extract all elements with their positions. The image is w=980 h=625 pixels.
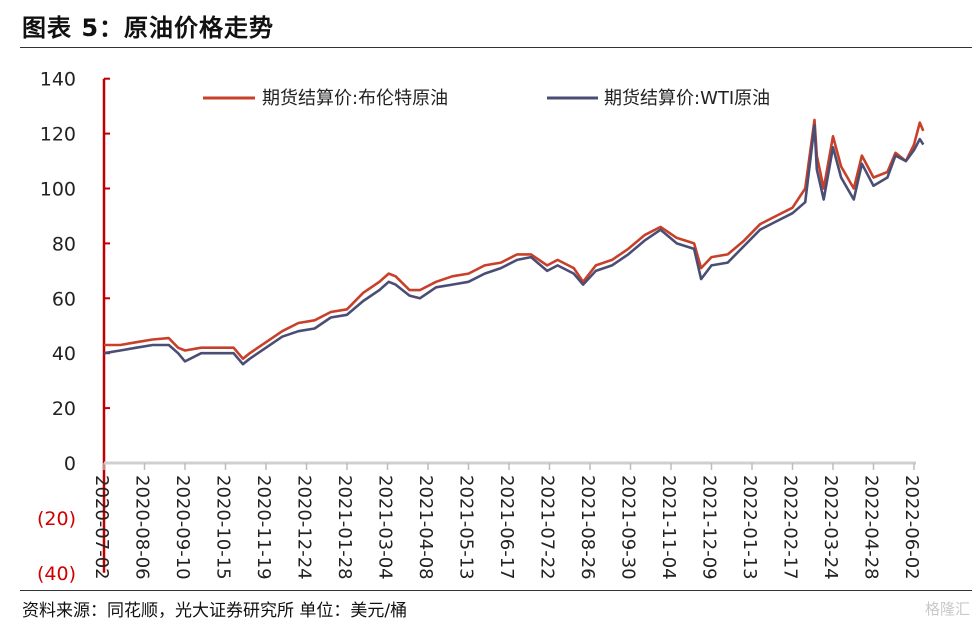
watermark: 格隆汇 — [924, 600, 970, 618]
series-lines — [103, 118, 925, 366]
x-tick-label: 2020-09-10 — [172, 475, 193, 580]
y-tick-label: 60 — [52, 288, 76, 310]
y-tick-label: 40 — [52, 343, 76, 365]
footer-divider — [20, 590, 972, 591]
legend: 期货结算价:布伦特原油 期货结算价:WTI原油 — [203, 88, 770, 109]
y-tick-label: (20) — [37, 508, 76, 530]
source-note: 资料来源：同花顺，光大证券研究所 单位：美元/桶 — [22, 601, 408, 621]
x-tick-label: 2020-10-15 — [213, 475, 234, 580]
x-axis: 2020-07-02 2020-08-06 2020-09-10 2020-10-15… — [91, 461, 922, 580]
y-tick-label: 0 — [64, 453, 76, 475]
x-tick-label: 2022-03-24 — [820, 475, 841, 580]
legend-wti-label: 期货结算价:WTI原油 — [604, 88, 770, 109]
oil-price-chart: 期货结算价:布伦特原油 期货结算价:WTI原油 140 120 100 80 60 40 2… — [37, 69, 925, 585]
series-line — [104, 118, 925, 361]
y-tick-label: 20 — [52, 398, 76, 420]
y-tick-label: 100 — [40, 179, 76, 201]
x-tick-label: 2020-08-06 — [132, 475, 153, 580]
x-tick-label: 2022-06-02 — [901, 475, 922, 580]
title-divider — [20, 47, 972, 48]
x-tick-label: 2022-01-13 — [739, 475, 760, 580]
x-tick-label: 2020-07-02 — [91, 475, 112, 580]
x-tick-label: 2020-12-24 — [294, 475, 315, 580]
y-tick-label: 80 — [52, 233, 76, 255]
x-tick-label: 2021-09-30 — [618, 475, 639, 580]
y-axis: 140 120 100 80 60 40 20 0 (20) (40) — [37, 69, 110, 585]
x-tick-label: 2021-01-28 — [334, 475, 355, 580]
x-tick-label: 2021-08-26 — [577, 475, 598, 580]
y-tick-label: 140 — [40, 69, 76, 91]
x-tick-label: 2020-11-19 — [253, 475, 274, 580]
x-tick-label: 2021-06-17 — [496, 475, 517, 580]
legend-brent-label: 期货结算价:布伦特原油 — [262, 88, 448, 109]
x-tick-label: 2021-11-04 — [658, 475, 679, 580]
x-tick-label: 2021-07-22 — [537, 475, 558, 580]
y-tick-label: 120 — [40, 124, 76, 146]
y-tick-label: (40) — [37, 563, 76, 585]
x-tick-label: 2021-05-13 — [456, 475, 477, 580]
x-tick-label: 2021-12-09 — [699, 475, 720, 580]
series-line — [103, 124, 925, 366]
x-tick-label: 2022-02-17 — [780, 475, 801, 580]
page-title: 图表 5：原油价格走势 — [22, 14, 275, 42]
x-tick-label: 2022-04-28 — [861, 475, 882, 580]
x-tick-label: 2021-03-04 — [375, 475, 396, 580]
x-tick-label: 2021-04-08 — [415, 475, 436, 580]
